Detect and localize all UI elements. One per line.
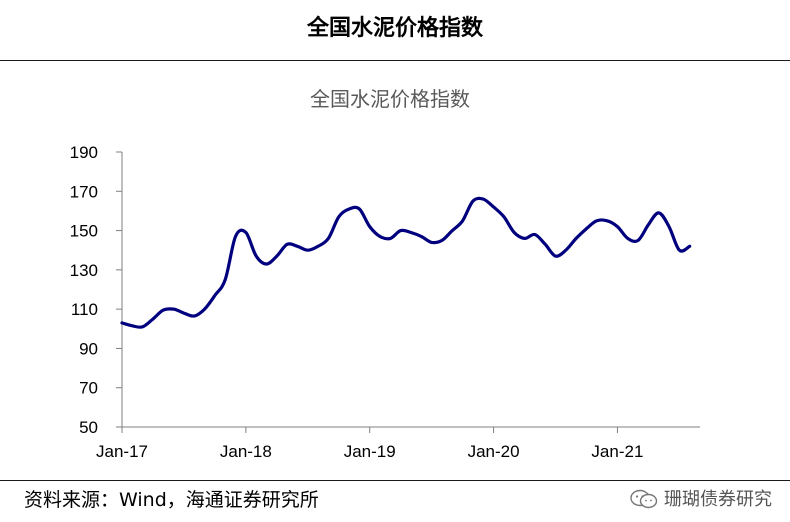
page-title: 全国水泥价格指数 <box>306 16 483 41</box>
y-tick-label: 50 <box>79 418 98 437</box>
y-tick-label: 90 <box>79 339 98 358</box>
y-tick-label: 170 <box>70 182 98 201</box>
watermark: 珊瑚债券研究 <box>630 486 772 514</box>
y-tick-label: 130 <box>70 261 98 280</box>
source-note: 资料来源：Wind，海通证券研究所 <box>24 489 319 511</box>
chart-title: 全国水泥价格指数 <box>310 87 470 111</box>
series-line <box>120 196 692 329</box>
x-tick-label: Jan-18 <box>220 442 272 461</box>
y-tick-label: 110 <box>71 300 98 319</box>
footer-divider <box>0 480 790 481</box>
y-axis: 50 70 90 110 130 150 170 190 <box>70 143 123 437</box>
series-layer <box>120 196 692 329</box>
x-tick-label: Jan-20 <box>468 442 520 461</box>
y-tick-label: 150 <box>70 222 98 241</box>
y-tick-label: 70 <box>79 379 98 398</box>
x-axis: Jan-17 Jan-18 Jan-19 Jan-20 Jan-21 <box>96 426 700 461</box>
wechat-icon <box>630 489 658 509</box>
watermark-text: 珊瑚债券研究 <box>664 489 772 510</box>
x-tick-label: Jan-17 <box>96 442 148 461</box>
x-tick-label: Jan-21 <box>591 442 643 461</box>
x-tick-label: Jan-19 <box>344 442 396 461</box>
header-divider <box>0 60 790 61</box>
y-tick-label: 190 <box>70 143 98 162</box>
